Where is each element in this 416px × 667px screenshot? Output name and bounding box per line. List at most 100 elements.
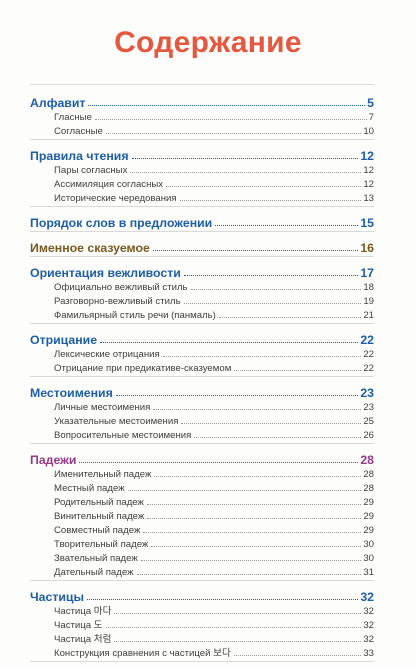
toc-entry-link[interactable]: Частица 처럼 32 bbox=[30, 631, 374, 645]
toc-entry-link[interactable]: Местный падеж 28 bbox=[30, 480, 374, 494]
entry-page: 22 bbox=[363, 349, 374, 361]
toc-section: Ориентация вежливости 17 Официально вежли… bbox=[30, 262, 374, 324]
entry-page: 29 bbox=[363, 511, 374, 523]
toc-chapter-link[interactable]: Падежи 28 bbox=[30, 449, 374, 466]
entry-title: Разговорно-вежливый стиль bbox=[54, 296, 181, 308]
toc-entry-link[interactable]: Пары согласных 12 bbox=[30, 162, 374, 176]
entry-page: 22 bbox=[363, 363, 374, 375]
toc-entry-link[interactable]: Ассимиляция согласных 12 bbox=[30, 176, 374, 190]
toc-chapter-link[interactable]: Частицы 32 bbox=[30, 586, 374, 603]
entry-title: Конструкция сравнения с частицей 보다 bbox=[54, 648, 231, 660]
entry-title: Совместный падеж bbox=[54, 525, 141, 537]
entry-title: Родительный падеж bbox=[54, 497, 144, 509]
dot-leader bbox=[181, 423, 362, 424]
chapter-title: Правила чтения bbox=[30, 148, 129, 163]
toc-entry-link[interactable]: Родительный падеж 29 bbox=[30, 494, 374, 508]
toc-entry-link[interactable]: Именительный падеж 28 bbox=[30, 466, 374, 480]
chapter-page: 15 bbox=[360, 215, 374, 230]
toc-entry-link[interactable]: Частица 마다 32 bbox=[30, 603, 374, 617]
toc-entry-link[interactable]: Исторические чередования 13 bbox=[30, 190, 374, 204]
entry-title: Официально вежливый стиль bbox=[54, 282, 188, 294]
toc-entry-link[interactable]: Творительный падеж 30 bbox=[30, 536, 374, 550]
toc-entry-link[interactable]: Личные местоимения 23 bbox=[30, 399, 374, 413]
chapter-title: Местоимения bbox=[30, 385, 113, 400]
entry-page: 30 bbox=[363, 553, 374, 565]
toc-entry-link[interactable]: Звательный падеж 30 bbox=[30, 550, 374, 564]
entry-page: 32 bbox=[363, 620, 374, 632]
table-of-contents: Алфавит 5 Гласные 7 Согласные 10 Правила чт… bbox=[30, 92, 374, 667]
entry-page: 30 bbox=[363, 539, 374, 551]
entry-title: Согласные bbox=[54, 126, 103, 138]
entry-page: 32 bbox=[363, 634, 374, 646]
dot-leader bbox=[131, 158, 359, 159]
dot-leader bbox=[151, 546, 362, 547]
toc-chapter-link[interactable]: Отрицание 22 bbox=[30, 329, 374, 346]
dot-leader bbox=[152, 250, 359, 251]
dot-leader bbox=[179, 200, 362, 201]
dot-leader bbox=[105, 627, 362, 628]
toc-entry-link[interactable]: Совместный падеж 29 bbox=[30, 522, 374, 536]
toc-section: Именное сказуемое 16 bbox=[30, 237, 374, 257]
toc-entry-link[interactable]: Указательные местоимения 25 bbox=[30, 413, 374, 427]
entry-page: 12 bbox=[363, 179, 374, 191]
chapter-page: 12 bbox=[360, 148, 374, 163]
toc-entry-link[interactable]: Лексические отрицания 22 bbox=[30, 346, 374, 360]
toc-chapter-link[interactable]: Порядок слов в предложении 15 bbox=[30, 212, 374, 229]
chapter-page: 22 bbox=[360, 332, 374, 347]
entry-title: Лексические отрицания bbox=[54, 349, 160, 361]
entry-title: Частица 마다 bbox=[54, 606, 112, 618]
toc-entry-link[interactable]: Частица 도 32 bbox=[30, 617, 374, 631]
entry-title: Указательные местоимения bbox=[54, 416, 179, 428]
dot-leader bbox=[154, 476, 362, 477]
toc-chapter-link[interactable]: Алфавит 5 bbox=[30, 92, 374, 109]
chapter-page: 32 bbox=[360, 589, 374, 604]
entry-title: Дательный падеж bbox=[54, 567, 134, 579]
dot-leader bbox=[140, 560, 362, 561]
page-title: Содержание bbox=[114, 26, 302, 59]
dot-leader bbox=[234, 370, 362, 371]
toc-entry-link[interactable]: Вопросительные местоимения 26 bbox=[30, 427, 374, 441]
toc-entry-link[interactable]: Согласные 10 bbox=[30, 123, 374, 137]
toc-entry-link[interactable]: Винительный падеж 29 bbox=[30, 508, 374, 522]
entry-page: 33 bbox=[363, 648, 374, 660]
dot-leader bbox=[127, 490, 362, 491]
entry-title: Частица 도 bbox=[54, 620, 103, 632]
toc-entry-link[interactable]: Разговорно-вежливый стиль 19 bbox=[30, 293, 374, 307]
dot-leader bbox=[153, 409, 362, 410]
entry-title: Пары согласных bbox=[54, 165, 128, 177]
toc-entry-link[interactable]: Отрицание при предикативе-сказуемом 22 bbox=[30, 360, 374, 374]
dot-leader bbox=[183, 303, 362, 304]
dot-leader bbox=[146, 504, 362, 505]
dot-leader bbox=[190, 289, 362, 290]
entry-title: Фамильярный стиль речи (панмаль) bbox=[54, 310, 216, 322]
chapter-title: Порядок слов в предложении bbox=[30, 215, 213, 230]
entry-page: 19 bbox=[363, 296, 374, 308]
toc-chapter-link[interactable]: Правила чтения 12 bbox=[30, 145, 374, 162]
toc-chapter-link[interactable]: Именное сказуемое 16 bbox=[30, 237, 374, 254]
toc-section: Частицы 32 Частица 마다 32 Частица 도 32 Части… bbox=[30, 586, 374, 662]
toc-entry-link[interactable]: Официально вежливый стиль 18 bbox=[30, 279, 374, 293]
dot-leader bbox=[183, 275, 359, 276]
toc-chapter-link[interactable]: Ориентация вежливости 17 bbox=[30, 262, 374, 279]
entry-page: 23 bbox=[363, 402, 374, 414]
chapter-page: 5 bbox=[367, 95, 374, 110]
dot-leader bbox=[114, 613, 362, 614]
entry-page: 13 bbox=[363, 193, 374, 205]
chapter-page: 17 bbox=[360, 265, 374, 280]
chapter-title: Алфавит bbox=[30, 95, 86, 110]
toc-entry-link[interactable]: Дательный падеж 31 bbox=[30, 564, 374, 578]
toc-chapter-link[interactable]: Местоимения 23 bbox=[30, 382, 374, 399]
dot-leader bbox=[114, 641, 362, 642]
dot-leader bbox=[233, 655, 362, 656]
entry-page: 10 bbox=[363, 126, 374, 138]
entry-page: 28 bbox=[363, 483, 374, 495]
toc-entry-link[interactable]: Гласные 7 bbox=[30, 109, 374, 123]
toc-entry-link[interactable]: Конструкция сравнения с частицей 보다 33 bbox=[30, 645, 374, 659]
entry-page: 21 bbox=[363, 310, 374, 322]
entry-title: Личные местоимения bbox=[54, 402, 151, 414]
chapter-title: Падежи bbox=[30, 452, 77, 467]
toc-section: Правила чтения 12 Пары согласных 12 Ассими… bbox=[30, 145, 374, 207]
entry-page: 25 bbox=[363, 416, 374, 428]
toc-entry-link[interactable]: Фамильярный стиль речи (панмаль) 21 bbox=[30, 307, 374, 321]
dot-leader bbox=[147, 518, 362, 519]
